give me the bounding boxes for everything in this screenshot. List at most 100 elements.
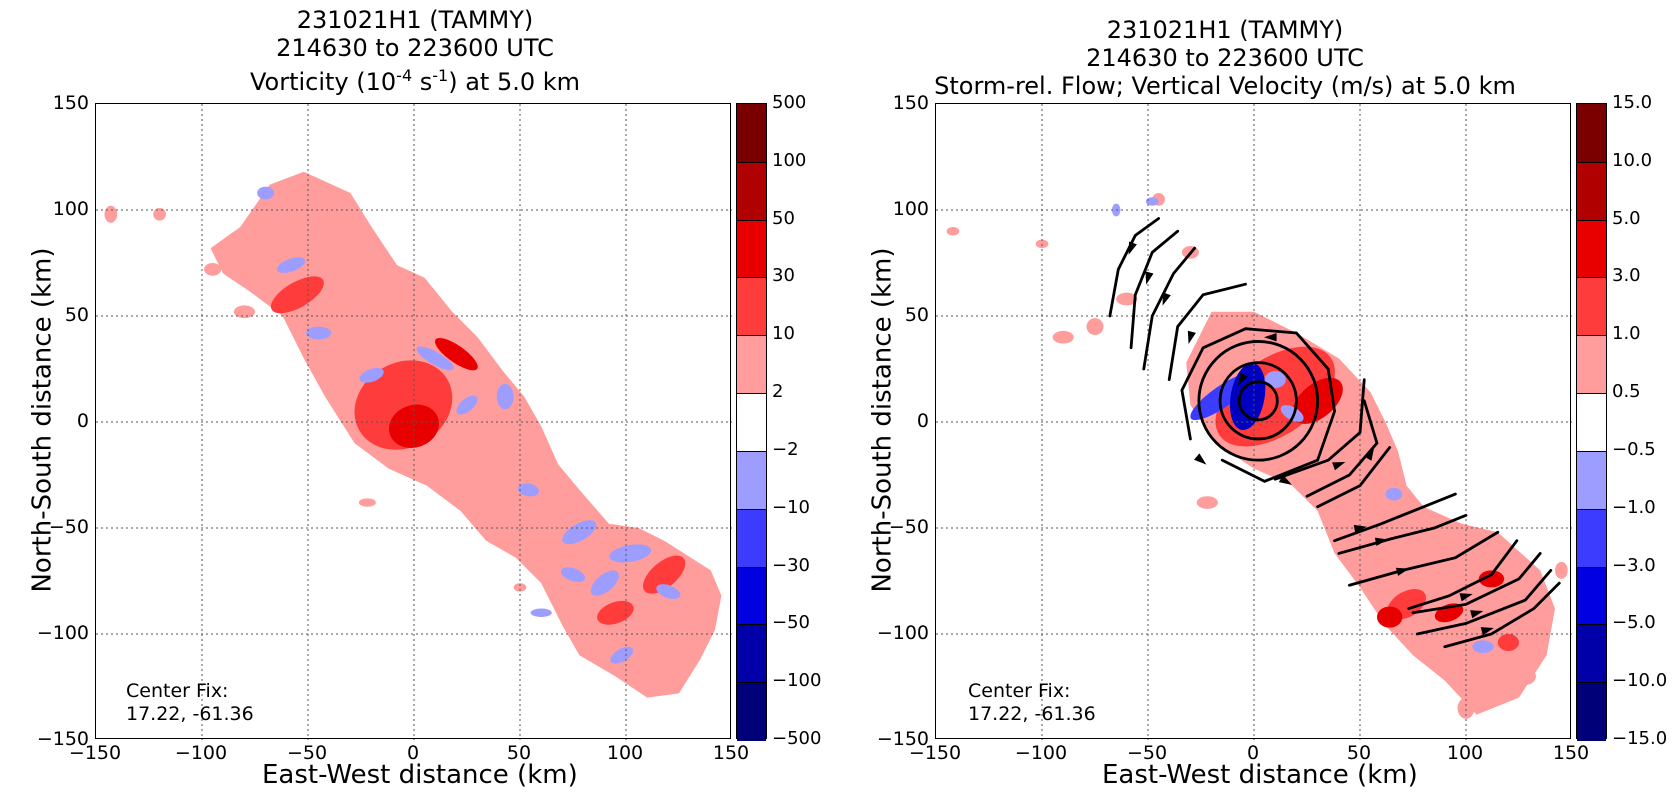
right-center-fix: Center Fix: 17.22, -61.36 <box>968 680 1096 726</box>
negative-vorticity-patch <box>496 383 514 410</box>
small-updraft-patch <box>1052 330 1074 344</box>
streamline <box>1167 282 1247 381</box>
streamline <box>1415 569 1553 636</box>
x-tick-label: 150 <box>1552 742 1590 764</box>
negative-vorticity-patch <box>416 346 454 371</box>
streamline-arrow <box>1470 610 1484 619</box>
small-updraft-patch <box>1457 697 1475 719</box>
small-updraft-patch <box>946 226 960 236</box>
downdraft-patch <box>1472 640 1494 654</box>
y-tick-label: 150 <box>892 92 929 114</box>
vorticity-patch <box>643 555 686 594</box>
streamline <box>1316 446 1392 509</box>
y-tick-label: 100 <box>52 198 89 220</box>
streamline <box>1180 327 1336 483</box>
colorbar-tick-label: −10 <box>772 496 810 518</box>
vertical-velocity-plot-area: Center Fix: 17.22, -61.36 <box>935 103 1572 740</box>
positive-vorticity-region <box>210 171 722 698</box>
colorbar-tick-label: 0.5 <box>1612 381 1641 403</box>
colorbar-bin <box>1577 682 1606 741</box>
colorbar-bin <box>737 682 766 741</box>
streamline <box>1273 378 1366 481</box>
small-downdraft-patch <box>1145 197 1159 206</box>
negative-vorticity-patch <box>305 326 332 340</box>
stream-circle-inner <box>1237 380 1279 422</box>
x-tick-label: 50 <box>506 742 532 764</box>
left-title-exp1: -4 <box>396 66 413 85</box>
left-title-line-1: 231021H1 (TAMMY) <box>296 6 534 34</box>
small-updraft-patch <box>1514 667 1536 685</box>
negative-vorticity-patch <box>656 584 681 599</box>
left-y-axis-title: North-South distance (km) <box>27 247 58 593</box>
colorbar-bin <box>1577 566 1606 626</box>
small-vorticity-patch <box>513 583 527 592</box>
vorticity-patch <box>597 600 634 625</box>
colorbar-tick-label: 2 <box>772 381 784 403</box>
x-tick-label: −150 <box>908 742 962 764</box>
stream-circle-outer <box>1197 340 1320 462</box>
downdraft-patch <box>1385 487 1403 501</box>
small-vorticity-patch <box>204 263 222 276</box>
grid-lines <box>96 104 732 740</box>
small-updraft-patch <box>1116 292 1138 306</box>
y-tick-label: 0 <box>916 410 929 432</box>
y-tick-label: −50 <box>888 516 929 538</box>
vorticity-max <box>389 404 439 448</box>
negative-vorticity-patch <box>456 395 478 415</box>
colorbar-bin <box>1577 104 1606 162</box>
streamline-arrow <box>1187 330 1196 344</box>
small-updraft-patch <box>1086 318 1104 336</box>
colorbar-tick-label: 30 <box>772 265 795 287</box>
streamline-arrow <box>1278 474 1292 485</box>
colorbar-tick-label: 50 <box>772 207 795 229</box>
streamline <box>1142 246 1197 371</box>
left-title-prefix: Vorticity (10 <box>249 68 397 96</box>
streamline-arrow <box>1194 453 1207 465</box>
y-tick-label: −150 <box>876 728 929 750</box>
right-title-line-3: Storm-rel. Flow; Vertical Velocity (m/s)… <box>934 72 1516 100</box>
colorbar-bin <box>1577 335 1606 395</box>
colorbar-tick-label: 1.0 <box>1612 323 1641 345</box>
small-updraft-patch <box>1035 239 1049 249</box>
streamline <box>1333 492 1457 543</box>
colorbar-tick-label: 100 <box>772 149 807 171</box>
vorticity-band-strong <box>435 337 478 371</box>
streamline-arrow <box>1395 567 1410 576</box>
colorbar-tick-label: 10.0 <box>1612 149 1653 171</box>
grid-lines <box>936 104 1572 740</box>
streamline <box>1129 229 1180 350</box>
colorbar-tick-label: 10 <box>772 323 795 345</box>
streamline <box>1348 530 1500 587</box>
negative-vorticity-patch <box>609 544 652 563</box>
x-tick-label: 0 <box>406 742 420 764</box>
streamline <box>1108 217 1160 318</box>
updraft-patch <box>1478 570 1505 588</box>
colorbar-bin <box>1577 161 1606 221</box>
left-center-fix-coords: 17.22, -61.36 <box>126 703 254 725</box>
y-tick-label: −50 <box>48 516 89 538</box>
colorbar-bin <box>737 566 766 626</box>
small-vorticity-patch <box>358 498 376 507</box>
streamline-arrow <box>1237 372 1248 386</box>
right-center-fix-coords: 17.22, -61.36 <box>968 703 1096 725</box>
left-title-exp2: -1 <box>432 66 449 85</box>
x-tick-label: 0 <box>1246 742 1260 764</box>
colorbar-bin <box>737 450 766 510</box>
small-updraft-patch <box>1436 532 1454 545</box>
left-title-suffix: ) at 5.0 km <box>448 68 581 96</box>
streamline <box>1337 513 1468 555</box>
y-tick-label: 150 <box>52 92 89 114</box>
small-updraft-patch <box>1196 496 1218 509</box>
colorbar-tick-label: −0.5 <box>1612 438 1656 460</box>
vorticity-patch <box>270 276 324 314</box>
small-vorticity-patch <box>233 305 255 319</box>
streamline <box>1411 552 1542 615</box>
colorbar-bin <box>737 161 766 221</box>
streamline-arrow <box>1332 462 1346 471</box>
negative-vorticity-patch <box>562 520 597 545</box>
y-tick-label: −100 <box>36 622 89 644</box>
colorbar-tick-label: −50 <box>772 612 810 634</box>
x-tick-label: −50 <box>286 742 328 764</box>
vertical-velocity-colorbar <box>1576 103 1607 741</box>
streamline <box>1443 581 1561 649</box>
